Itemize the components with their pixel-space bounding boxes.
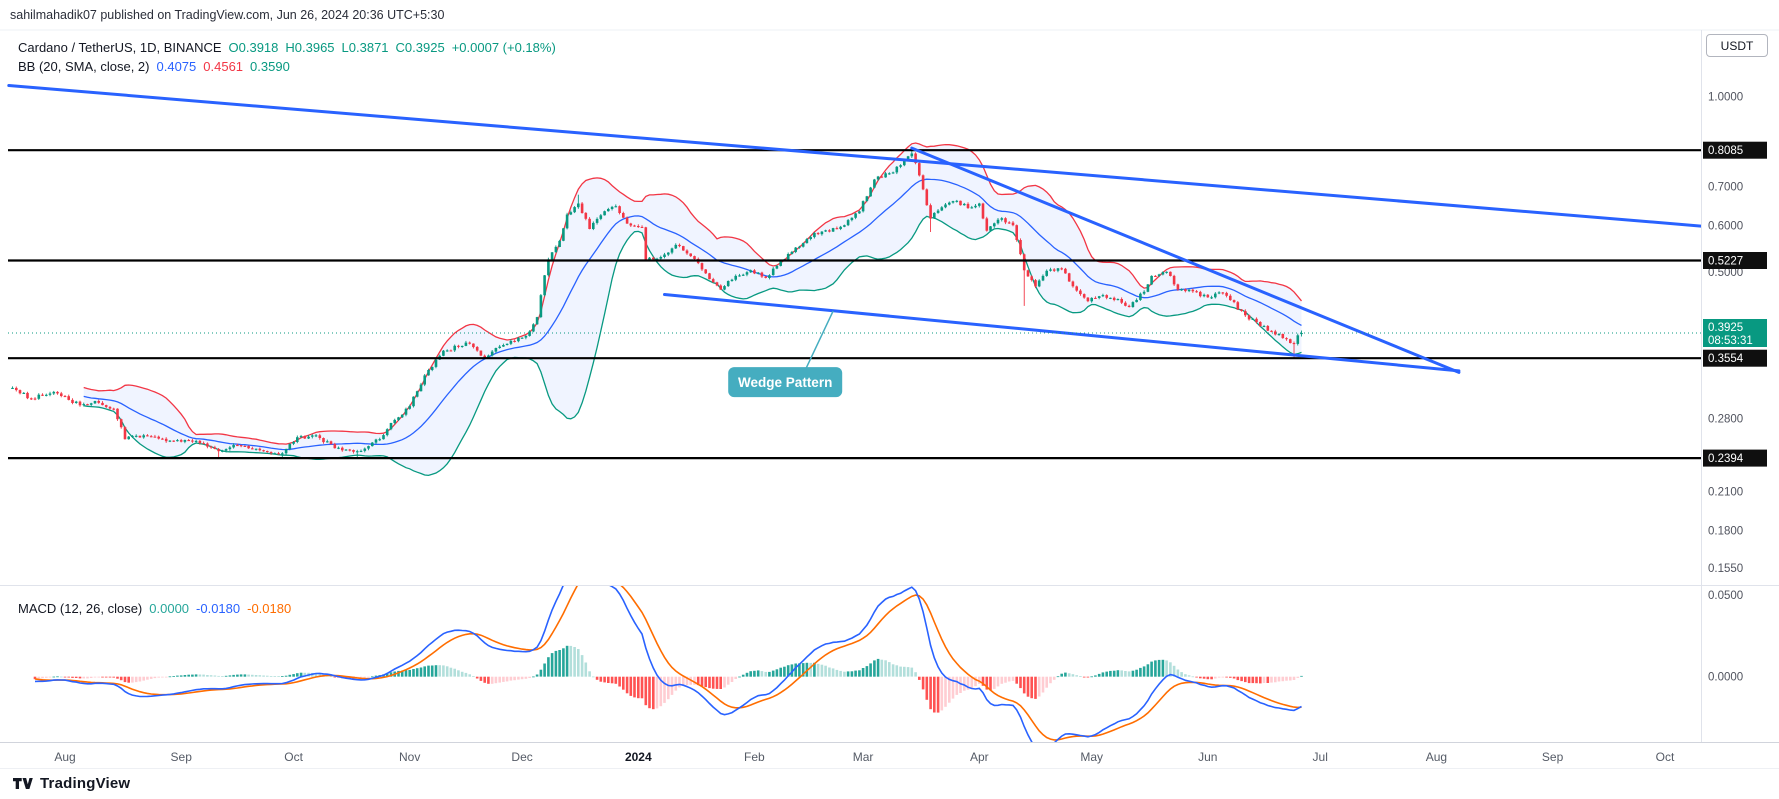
bb-legend: BB (20, SMA, close, 2) 0.4075 0.4561 0.3590: [18, 59, 297, 74]
time-axis-label: Feb: [744, 750, 765, 764]
price-tick-label: 0.1550: [1708, 563, 1743, 575]
time-axis-label: Jul: [1313, 750, 1328, 764]
bb-label: BB (20, SMA, close, 2): [18, 59, 150, 74]
tradingview-wordmark[interactable]: TradingView: [40, 775, 131, 792]
ohlc-close: C0.3925: [395, 40, 445, 55]
macd-histogram-value: 0.0000: [149, 601, 190, 616]
price-tick-label: 0.2100: [1708, 486, 1743, 498]
long-descending-resistance: [7, 84, 1701, 228]
macd-pane: [33, 586, 1303, 742]
time-axis-label: May: [1080, 750, 1103, 764]
price-tick-label: 1.0000: [1708, 91, 1743, 103]
price-level-badge: 0.8085: [1703, 141, 1767, 159]
price-level-badge: 0.3554: [1703, 349, 1767, 367]
publish-info: sahilmahadik07 published on TradingView.…: [10, 8, 445, 22]
time-axis-label: Jun: [1198, 750, 1217, 764]
bollinger-bands: [83, 142, 1303, 477]
bb-upper-value: 0.4561: [203, 59, 244, 74]
price-tick-label: 0.7000: [1708, 182, 1743, 194]
macd-tick-label: 0.0500: [1708, 590, 1743, 602]
price-tick-label: 0.1800: [1708, 525, 1743, 537]
footer: TradingView: [12, 774, 130, 793]
time-axis-label: Mar: [853, 750, 874, 764]
ohlc-low: L0.3871: [341, 40, 389, 55]
time-axis-label: Nov: [399, 750, 420, 764]
symbol-title: Cardano / TetherUS, 1D, BINANCE: [18, 40, 222, 55]
svg-text:Wedge Pattern: Wedge Pattern: [738, 375, 832, 390]
tradingview-logo-icon: [13, 777, 33, 790]
time-axis-label: Aug: [1426, 750, 1447, 764]
trendlines: [7, 84, 1701, 374]
price-tick-label: 0.2800: [1708, 414, 1743, 426]
time-axis-label: Sep: [171, 750, 193, 764]
price-tick-label: 0.6000: [1708, 221, 1743, 233]
candles: [11, 149, 1303, 459]
svg-text:0.3925: 0.3925: [1708, 322, 1743, 334]
time-axis-label: Aug: [54, 750, 75, 764]
time-axis-label: Oct: [284, 750, 303, 764]
wedge-lower: [663, 293, 1461, 373]
time-axis-label: Apr: [970, 750, 989, 764]
macd-legend: MACD (12, 26, close) 0.0000 -0.0180 -0.0180: [18, 601, 298, 616]
time-axis-label: Oct: [1656, 750, 1675, 764]
ohlc-high: H0.3965: [285, 40, 335, 55]
price-level-badge: 0.2394: [1703, 449, 1767, 467]
svg-text:0.3554: 0.3554: [1708, 353, 1744, 365]
macd-label: MACD (12, 26, close): [18, 601, 143, 616]
svg-text:0.2394: 0.2394: [1708, 453, 1744, 465]
time-axis-label: Sep: [1542, 750, 1564, 764]
svg-text:08:53:31: 08:53:31: [1708, 335, 1753, 347]
macd-line-value: -0.0180: [196, 601, 241, 616]
price-level-badge: 0.5227: [1703, 252, 1767, 269]
publish-header: sahilmahadik07 published on TradingView.…: [10, 8, 444, 22]
macd-tick-label: 0.0000: [1708, 672, 1743, 684]
svg-text:0.5227: 0.5227: [1708, 256, 1743, 268]
wedge-upper: [910, 146, 1461, 374]
bb-lower-value: 0.3590: [250, 59, 290, 74]
symbol-legend: Cardano / TetherUS, 1D, BINANCE O0.3918 H0…: [18, 40, 563, 55]
svg-text:0.8085: 0.8085: [1708, 145, 1743, 157]
time-axis-label: 2024: [625, 750, 652, 764]
price-tick-label: 0.5000: [1708, 267, 1743, 279]
time-axis-label: Dec: [511, 750, 532, 764]
bb-basis-value: 0.4075: [156, 59, 197, 74]
wedge-callout-line: [805, 310, 834, 369]
wedge-pattern-label: Wedge Pattern: [728, 367, 843, 398]
macd-signal-value: -0.0180: [247, 601, 292, 616]
currency-toggle-button[interactable]: USDT: [1706, 34, 1768, 57]
ohlc-change: +0.0007 (+0.18%): [451, 40, 556, 55]
ohlc-open: O0.3918: [228, 40, 279, 55]
